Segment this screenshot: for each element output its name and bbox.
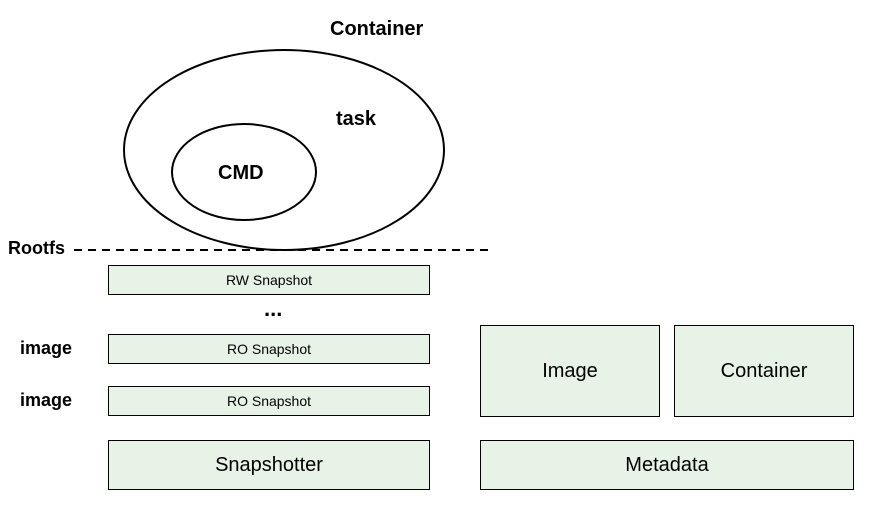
image-box-text: Image [542, 360, 598, 383]
rootfs-label: Rootfs [8, 238, 65, 259]
metadata-box: Metadata [480, 440, 854, 490]
rw-snapshot-box: RW Snapshot [108, 265, 430, 295]
cmd-label: CMD [218, 162, 264, 185]
ro-snapshot-1-box: RO Snapshot [108, 334, 430, 364]
image-label-1: image [20, 338, 72, 359]
ro-snapshot-2-box: RO Snapshot [108, 386, 430, 416]
rw-snapshot-text: RW Snapshot [226, 272, 312, 288]
outer-ellipse [124, 50, 444, 250]
ro-snapshot-2-text: RO Snapshot [227, 393, 311, 409]
container-box-text: Container [721, 360, 808, 383]
snapshotter-box: Snapshotter [108, 440, 430, 490]
container-box: Container [674, 325, 854, 417]
image-label-2: image [20, 390, 72, 411]
image-box: Image [480, 325, 660, 417]
metadata-text: Metadata [625, 454, 708, 477]
ellipse-layer [0, 0, 888, 511]
ro-snapshot-1-text: RO Snapshot [227, 341, 311, 357]
task-label: task [336, 108, 376, 131]
ellipsis-label: ... [264, 296, 282, 322]
snapshotter-text: Snapshotter [215, 454, 323, 477]
